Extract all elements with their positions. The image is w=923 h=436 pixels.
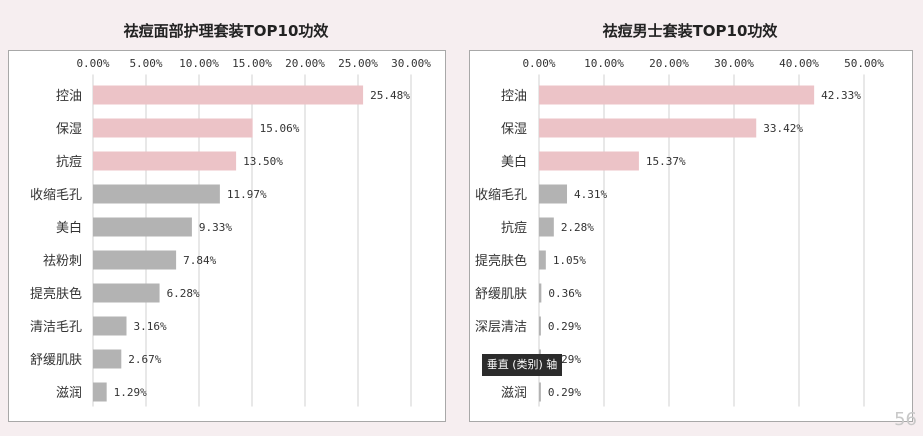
category-label: 美白 (56, 220, 82, 236)
data-label: 15.37% (646, 155, 686, 168)
category-label: 深层清洁 (475, 320, 527, 335)
bar (539, 151, 639, 171)
category-label: 提亮肤色 (475, 253, 527, 269)
category-label: 保湿 (56, 122, 82, 137)
bar (93, 349, 122, 369)
data-label: 4.31% (574, 188, 607, 201)
x-tick-label: 30.00% (714, 57, 754, 70)
data-label: 2.67% (128, 353, 161, 366)
category-label: 控油 (56, 89, 82, 104)
data-label: 1.29% (114, 386, 147, 399)
x-tick-label: 10.00% (179, 57, 219, 70)
category-label: 舒缓肌肤 (30, 353, 82, 368)
bar (539, 217, 554, 237)
data-label: 3.16% (133, 320, 166, 333)
bar (93, 118, 253, 138)
data-label: 0.29% (548, 386, 581, 399)
x-tick-label: 30.00% (391, 57, 431, 70)
bar (93, 283, 160, 303)
data-label: 25.48% (370, 89, 410, 102)
left-chart-panel (8, 50, 446, 422)
bar (93, 184, 220, 204)
bar (93, 382, 107, 402)
page-number: 56 (894, 409, 917, 430)
data-label: 33.42% (763, 122, 803, 135)
category-label: 保湿 (501, 122, 527, 137)
bar (93, 217, 192, 237)
x-tick-label: 5.00% (129, 57, 162, 70)
x-tick-label: 0.00% (522, 57, 555, 70)
right-chart-title: 祛痘男士套装TOP10功效 (602, 22, 778, 40)
category-label: 滋润 (56, 386, 82, 401)
axis-tooltip: 垂直 (类别) 轴 (482, 354, 562, 376)
category-label: 清洁毛孔 (30, 320, 82, 335)
data-label: 42.33% (821, 89, 861, 102)
category-label: 滋润 (501, 386, 527, 401)
data-label: 2.28% (561, 221, 594, 234)
x-tick-label: 50.00% (844, 57, 884, 70)
data-label: 0.29% (548, 320, 581, 333)
x-tick-label: 15.00% (232, 57, 272, 70)
data-label: 13.50% (243, 155, 283, 168)
category-label: 控油 (501, 89, 527, 104)
category-label: 舒缓肌肤 (475, 287, 527, 302)
bar (539, 316, 541, 336)
x-tick-label: 0.00% (76, 57, 109, 70)
bar (539, 382, 541, 402)
left-chart-title: 祛痘面部护理套装TOP10功效 (123, 22, 329, 40)
x-tick-label: 10.00% (584, 57, 624, 70)
x-tick-label: 25.00% (338, 57, 378, 70)
category-label: 抗痘 (56, 155, 82, 170)
bar (539, 250, 546, 270)
bar (93, 250, 177, 270)
bar (93, 316, 127, 336)
bar (539, 118, 757, 138)
category-label: 提亮肤色 (30, 286, 82, 302)
data-label: 7.84% (183, 254, 216, 267)
x-tick-label: 20.00% (649, 57, 689, 70)
category-label: 收缩毛孔 (475, 187, 527, 203)
data-label: 1.05% (553, 254, 586, 267)
category-label: 抗痘 (501, 221, 527, 236)
bar (539, 184, 568, 204)
category-label: 收缩毛孔 (30, 187, 82, 203)
category-label: 美白 (501, 154, 527, 170)
bar (539, 283, 542, 303)
bar (93, 85, 364, 105)
data-label: 9.33% (199, 221, 232, 234)
bar (539, 85, 815, 105)
data-label: 0.36% (548, 287, 581, 300)
x-tick-label: 20.00% (285, 57, 325, 70)
data-label: 6.28% (167, 287, 200, 300)
category-label: 祛粉刺 (43, 253, 82, 269)
x-tick-label: 40.00% (779, 57, 819, 70)
data-label: 15.06% (260, 122, 300, 135)
bar (93, 151, 237, 171)
data-label: 11.97% (227, 188, 267, 201)
